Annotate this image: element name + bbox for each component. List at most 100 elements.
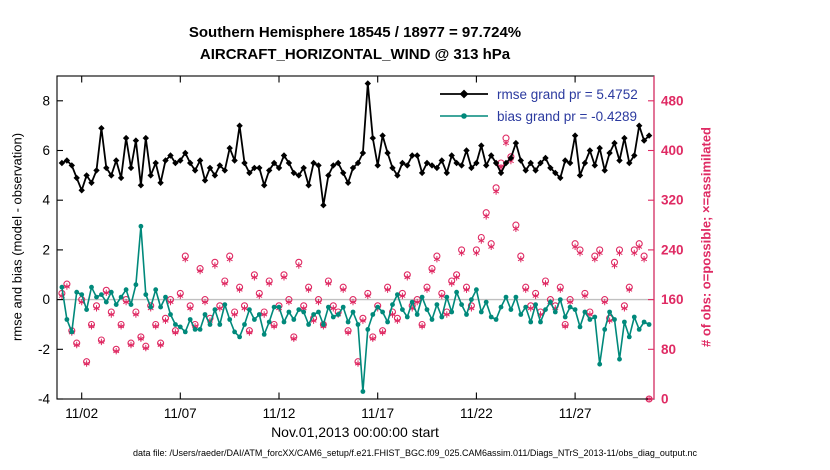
chart-subtitle: AIRCRAFT_HORIZONTAL_WIND @ 313 hPa [199, 46, 511, 63]
diamond-marker [310, 159, 317, 167]
diamond-marker [404, 162, 411, 169]
x-tick-label: 11/17 [361, 406, 394, 421]
circle-marker [390, 302, 395, 307]
circle-marker [429, 317, 435, 322]
asterisk-marker [423, 286, 431, 293]
circle-marker [478, 309, 484, 315]
diamond-marker [497, 169, 505, 177]
diamond-marker [522, 167, 529, 174]
diamond-marker [552, 169, 559, 177]
diamond-marker [488, 152, 495, 159]
diamond-marker [537, 159, 544, 167]
diamond-marker [187, 159, 194, 167]
circle-marker [128, 302, 134, 307]
circle-marker [370, 312, 376, 317]
diamond-marker [601, 167, 608, 174]
asterisk-marker [621, 305, 628, 312]
diamond-marker [379, 132, 386, 139]
legend-entry-bias: bias grand pr = -0.4289 [438, 105, 638, 127]
asterisk-marker [201, 298, 209, 306]
circle-marker [335, 312, 341, 317]
asterisk-marker [132, 311, 139, 318]
circle-marker [572, 307, 578, 312]
diamond-marker [409, 152, 416, 159]
diamond-marker [399, 159, 406, 167]
asterisk-marker [394, 317, 401, 324]
circle-marker [59, 284, 65, 290]
circle-marker [261, 332, 267, 337]
circle-marker [444, 294, 450, 300]
circle-marker [483, 299, 489, 305]
circle-marker [118, 294, 124, 300]
circle-marker [385, 319, 390, 325]
diamond-marker [438, 157, 445, 164]
circle-marker [99, 292, 104, 297]
diamond-marker [423, 159, 431, 167]
circle-marker [271, 304, 277, 310]
diamond-marker [68, 162, 75, 169]
circle-marker [321, 322, 326, 327]
diamond-marker [645, 132, 653, 139]
asterisk-marker [532, 292, 539, 300]
left-tick-label: -4 [38, 392, 50, 407]
diamond-marker [320, 202, 327, 209]
diamond-marker [414, 152, 421, 159]
diamond-marker [344, 179, 352, 186]
diamond-marker [354, 159, 362, 167]
asterisk-marker [330, 305, 337, 312]
diamond-marker [616, 157, 623, 164]
diamond-marker [117, 174, 125, 182]
diamond-marker-icon [459, 89, 469, 99]
circle-marker [592, 314, 598, 320]
circle-marker [330, 314, 336, 320]
circle-marker [158, 304, 164, 310]
circle-marker [395, 292, 400, 297]
diamond-marker [295, 172, 302, 179]
left-axis-label: rmse and bias (model - observation) [9, 132, 25, 342]
diamond-marker [132, 137, 140, 144]
x-tick-label: 11/02 [65, 406, 98, 421]
asterisk-marker [611, 262, 618, 269]
diamond-marker [448, 152, 455, 159]
diamond-marker [152, 159, 159, 167]
circle-marker [84, 307, 89, 312]
circle-marker [148, 304, 154, 310]
x-tick-label: 11/22 [460, 406, 493, 421]
asterisk-marker [517, 256, 524, 263]
circle-marker [247, 307, 252, 312]
diamond-marker [280, 152, 288, 159]
left-tick-label: 8 [42, 93, 50, 108]
asterisk-marker [226, 256, 233, 263]
asterisk-marker [73, 341, 80, 349]
asterisk-marker [591, 256, 598, 263]
diamond-marker [108, 172, 115, 179]
circle-marker [64, 317, 70, 322]
right-tick-label: 160 [661, 292, 684, 307]
asterisk-marker [256, 292, 263, 300]
diamond-marker [83, 172, 90, 179]
diamond-marker [458, 162, 465, 169]
circle-marker [562, 314, 568, 320]
diamond-marker [236, 122, 243, 129]
asterisk-marker [251, 274, 258, 281]
circle-marker [296, 307, 302, 312]
diamond-marker [621, 134, 628, 142]
asterisk-marker [246, 329, 253, 336]
legend-sample-rmse-line [440, 89, 488, 99]
asterisk-marker [241, 305, 248, 312]
circle-marker [518, 312, 524, 317]
asterisk-marker [93, 305, 100, 312]
asterisk-marker [438, 292, 445, 300]
diamond-marker [463, 147, 470, 154]
diamond-marker [231, 157, 238, 164]
circle-marker [311, 312, 316, 317]
circle-marker [350, 309, 356, 315]
asterisk-marker [596, 249, 603, 257]
diamond-marker [483, 162, 490, 169]
circle-marker [163, 294, 168, 300]
diamond-marker [113, 157, 120, 164]
asterisk-marker [340, 286, 347, 293]
asterisk-marker [631, 249, 638, 257]
